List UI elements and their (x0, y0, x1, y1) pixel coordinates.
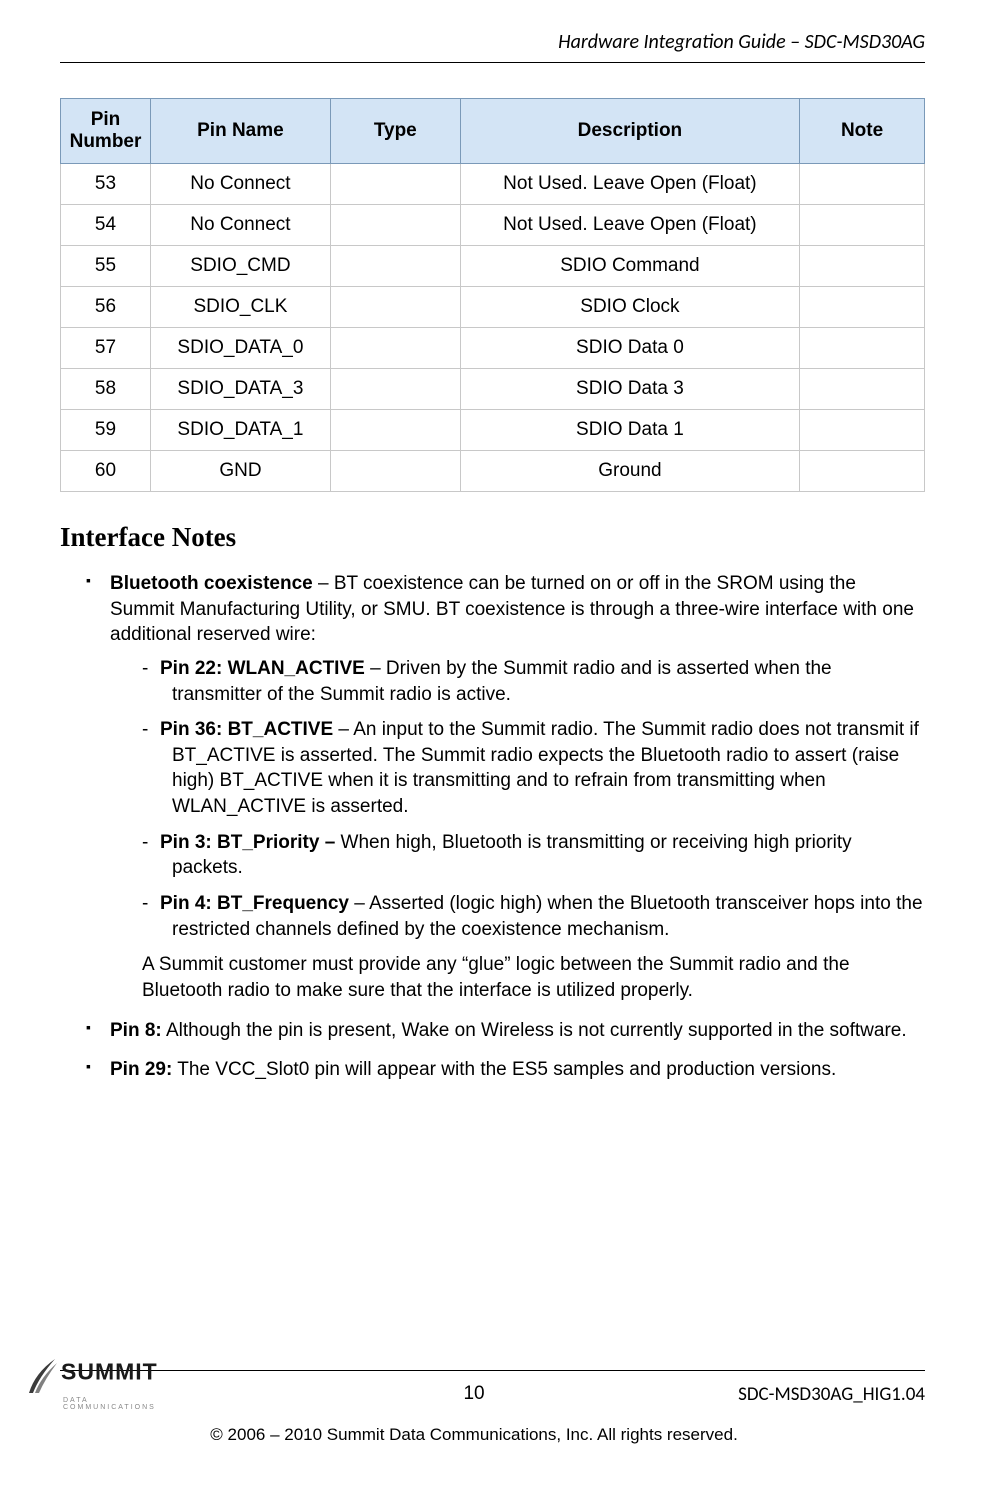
note-text: Although the pin is present, Wake on Wir… (162, 1020, 907, 1041)
table-cell: 53 (61, 164, 151, 205)
logo-swoosh-icon (25, 1353, 61, 1397)
note-text: The VCC_Slot0 pin will appear with the E… (172, 1059, 836, 1080)
table-cell (330, 451, 460, 492)
table-row: 55SDIO_CMD SDIO Command (61, 246, 925, 287)
table-cell (330, 205, 460, 246)
table-cell (800, 410, 925, 451)
table-cell: SDIO_DATA_0 (150, 328, 330, 369)
table-row: 58SDIO_DATA_3 SDIO Data 3 (61, 369, 925, 410)
table-cell (330, 328, 460, 369)
page-number: 10 (210, 1383, 738, 1405)
copyright: © 2006 – 2010 Summit Data Communications… (210, 1425, 738, 1445)
table-cell (800, 164, 925, 205)
table-cell (800, 205, 925, 246)
table-cell: SDIO Data 3 (460, 369, 799, 410)
note-tail: A Summit customer must provide any “glue… (110, 952, 925, 1003)
table-cell (330, 287, 460, 328)
table-cell (800, 287, 925, 328)
table-cell: No Connect (150, 164, 330, 205)
sub-pin4: - Pin 4: BT_Frequency – Asserted (logic … (142, 891, 925, 942)
table-cell: GND (150, 451, 330, 492)
doc-id: SDC-MSD30AG_HIG1.04 (738, 1383, 925, 1406)
table-cell: Not Used. Leave Open (Float) (460, 164, 799, 205)
note-bluetooth-coexistence: Bluetooth coexistence – BT coexistence c… (90, 571, 925, 1004)
table-row: 57SDIO_DATA_0 SDIO Data 0 (61, 328, 925, 369)
table-cell: SDIO_DATA_3 (150, 369, 330, 410)
table-cell: 58 (61, 369, 151, 410)
table-header-row: Pin Number Pin Name Type Description Not… (61, 99, 925, 164)
note-bold: Bluetooth coexistence (110, 573, 313, 594)
table-cell: 57 (61, 328, 151, 369)
logo-sub-text: DATA COMMUNICATIONS (63, 1397, 170, 1411)
table-cell: 60 (61, 451, 151, 492)
pin-table: Pin Number Pin Name Type Description Not… (60, 98, 925, 492)
table-cell (330, 410, 460, 451)
table-cell (330, 369, 460, 410)
table-cell (800, 328, 925, 369)
table-cell: SDIO Clock (460, 287, 799, 328)
table-cell (800, 369, 925, 410)
table-cell (330, 164, 460, 205)
th-type: Type (330, 99, 460, 164)
table-row: 60GND Ground (61, 451, 925, 492)
th-note: Note (800, 99, 925, 164)
th-pin-number: Pin Number (61, 99, 151, 164)
table-cell: 59 (61, 410, 151, 451)
sub-pin22: - Pin 22: WLAN_ACTIVE – Driven by the Su… (142, 656, 925, 707)
table-row: 59SDIO_DATA_1 SDIO Data 1 (61, 410, 925, 451)
table-cell (800, 451, 925, 492)
notes-list: Bluetooth coexistence – BT coexistence c… (60, 571, 925, 1083)
table-cell: Ground (460, 451, 799, 492)
table-cell: 54 (61, 205, 151, 246)
table-cell: SDIO_DATA_1 (150, 410, 330, 451)
note-pin29: Pin 29: The VCC_Slot0 pin will appear wi… (90, 1057, 925, 1083)
note-bold: Pin 29: (110, 1059, 172, 1080)
table-cell: 55 (61, 246, 151, 287)
note-pin8: Pin 8: Although the pin is present, Wake… (90, 1018, 925, 1044)
table-cell: SDIO_CMD (150, 246, 330, 287)
table-cell (800, 246, 925, 287)
table-cell: SDIO_CLK (150, 287, 330, 328)
table-row: 54No Connect Not Used. Leave Open (Float) (61, 205, 925, 246)
table-row: 56SDIO_CLK SDIO Clock (61, 287, 925, 328)
table-cell (330, 246, 460, 287)
logo: SUMMIT DATA COMMUNICATIONS (25, 1353, 170, 1403)
footer: SUMMIT DATA COMMUNICATIONS 10 © 2006 – 2… (60, 1370, 925, 1445)
table-cell: No Connect (150, 205, 330, 246)
table-cell: SDIO Data 0 (460, 328, 799, 369)
header-title: Hardware Integration Guide – SDC-MSD30AG (60, 30, 925, 63)
th-description: Description (460, 99, 799, 164)
table-row: 53No Connect Not Used. Leave Open (Float) (61, 164, 925, 205)
logo-main-text: SUMMIT (61, 1359, 158, 1385)
note-bold: Pin 8: (110, 1020, 162, 1041)
th-pin-name: Pin Name (150, 99, 330, 164)
table-cell: SDIO Command (460, 246, 799, 287)
sub-list: - Pin 22: WLAN_ACTIVE – Driven by the Su… (110, 656, 925, 942)
table-cell: SDIO Data 1 (460, 410, 799, 451)
section-heading: Interface Notes (60, 522, 925, 553)
sub-pin36: - Pin 36: BT_ACTIVE – An input to the Su… (142, 717, 925, 820)
table-cell: 56 (61, 287, 151, 328)
table-cell: Not Used. Leave Open (Float) (460, 205, 799, 246)
sub-pin3: - Pin 3: BT_Priority – When high, Blueto… (142, 830, 925, 881)
